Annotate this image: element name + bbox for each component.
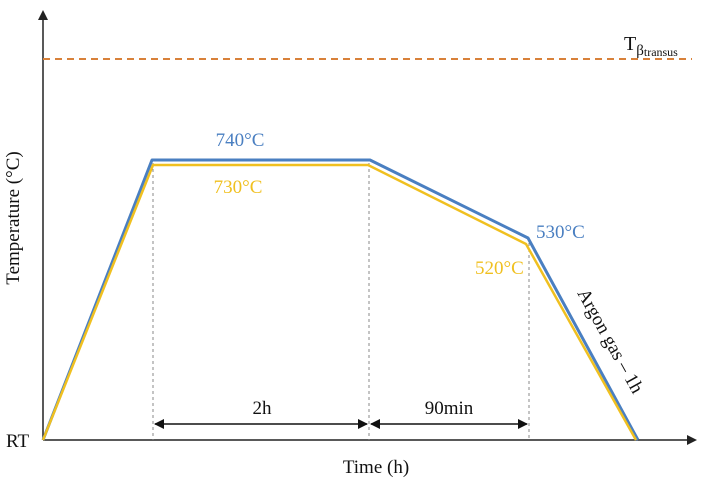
profile-upper-line: [41, 158, 640, 441]
y-axis-label: Temperature (°C): [3, 151, 24, 284]
profile-lower-line: [41, 163, 638, 441]
lower-end-temp-label: 520°C: [475, 258, 524, 279]
upper-hold-temp-label: 740°C: [216, 130, 265, 151]
transus-subscript: transus: [644, 45, 678, 59]
beta-transus-label: Tβtransus: [624, 33, 678, 59]
transus-symbol: T: [624, 33, 636, 55]
origin-label: RT: [6, 431, 30, 452]
hold-duration-label: 2h: [253, 398, 273, 419]
transus-beta: β: [636, 43, 644, 59]
lower-hold-temp-label: 730°C: [214, 177, 263, 198]
x-axis-label: Time (h): [343, 457, 409, 478]
cooling-duration-label: 90min: [425, 398, 474, 419]
upper-end-temp-label: 530°C: [536, 222, 585, 243]
